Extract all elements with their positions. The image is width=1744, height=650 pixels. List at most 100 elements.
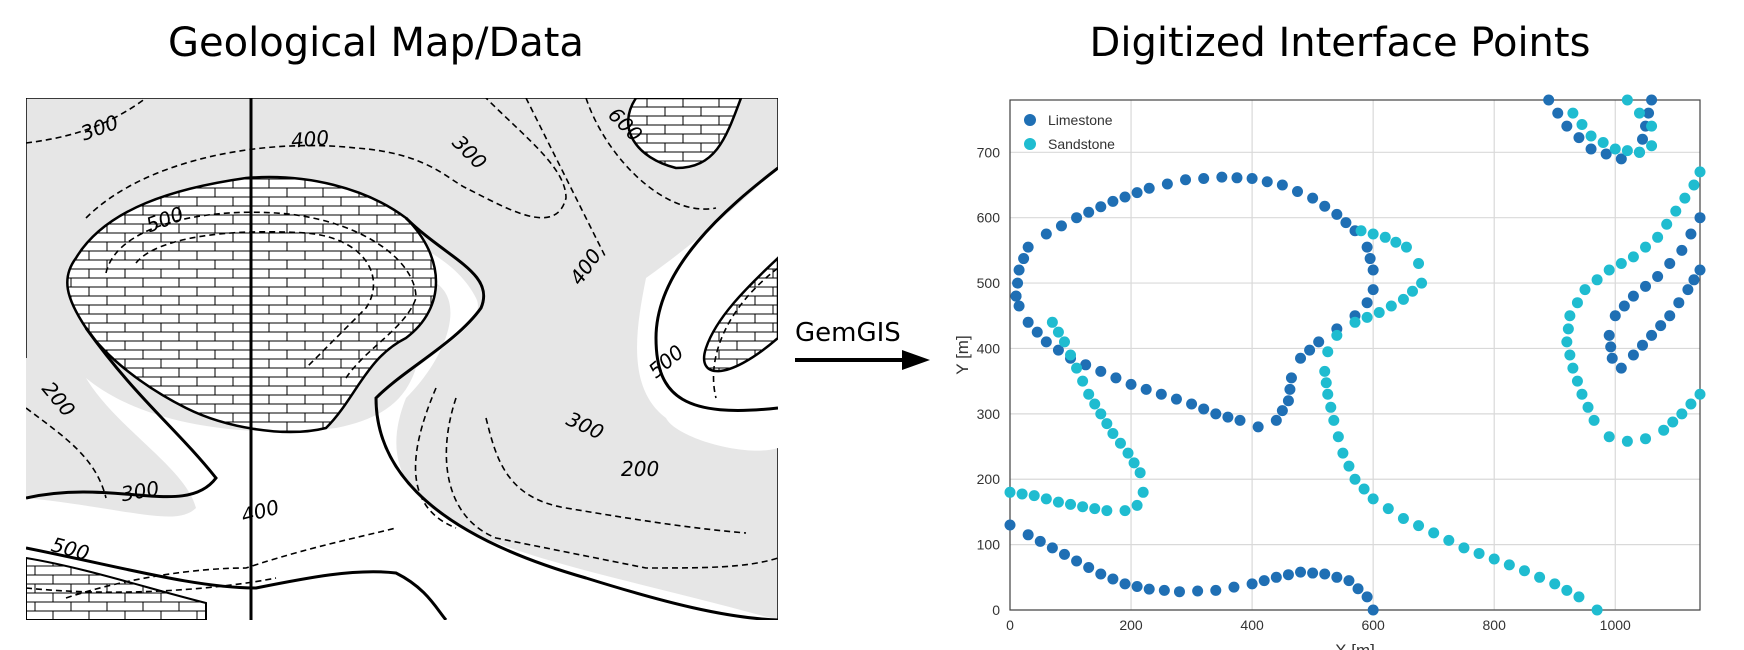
data-point-limestone bbox=[1125, 378, 1137, 390]
data-point-sandstone bbox=[1373, 307, 1385, 318]
topo-contour bbox=[26, 407, 107, 499]
data-point-sandstone bbox=[1319, 365, 1331, 377]
data-point-sandstone bbox=[1685, 398, 1697, 410]
data-point-sandstone bbox=[1579, 284, 1591, 296]
data-point-sandstone bbox=[1627, 251, 1639, 263]
data-point-limestone bbox=[1646, 329, 1658, 341]
y-tick-label: 400 bbox=[977, 340, 1001, 356]
data-point-limestone bbox=[1688, 274, 1700, 286]
data-point-limestone bbox=[1361, 591, 1373, 603]
topo-contour bbox=[585, 98, 717, 210]
data-point-limestone bbox=[1585, 143, 1597, 155]
data-point-limestone bbox=[1004, 519, 1016, 531]
data-point-limestone bbox=[1270, 571, 1282, 583]
data-point-sandstone bbox=[1413, 520, 1425, 532]
data-point-sandstone bbox=[1658, 424, 1670, 436]
data-point-limestone bbox=[1637, 339, 1648, 351]
data-point-sandstone bbox=[1071, 362, 1083, 374]
data-point-limestone bbox=[1012, 277, 1024, 289]
data-point-limestone bbox=[1083, 206, 1095, 218]
data-point-limestone bbox=[1685, 228, 1697, 240]
data-point-sandstone bbox=[1591, 604, 1603, 616]
data-point-sandstone bbox=[1694, 166, 1706, 178]
data-point-limestone bbox=[1340, 217, 1352, 229]
data-point-sandstone bbox=[1046, 316, 1058, 328]
data-point-limestone bbox=[1210, 584, 1222, 596]
data-point-sandstone bbox=[1518, 565, 1530, 577]
data-point-sandstone bbox=[1585, 130, 1597, 142]
plot-frame bbox=[1009, 99, 1701, 611]
data-point-sandstone bbox=[1694, 388, 1706, 400]
data-point-sandstone bbox=[1119, 505, 1131, 517]
data-point-limestone bbox=[1228, 581, 1240, 593]
data-point-limestone bbox=[1246, 578, 1258, 590]
data-point-limestone bbox=[1573, 132, 1585, 144]
legend-marker-limestone bbox=[1024, 114, 1036, 126]
data-point-limestone bbox=[1609, 310, 1621, 322]
data-point-sandstone bbox=[1367, 228, 1379, 240]
data-point-sandstone bbox=[1361, 311, 1373, 323]
data-point-sandstone bbox=[1077, 501, 1089, 513]
arrow-label: GemGIS bbox=[795, 318, 901, 348]
y-tick-label: 300 bbox=[977, 406, 1001, 422]
data-point-limestone bbox=[1013, 264, 1025, 276]
data-point-limestone bbox=[1295, 352, 1307, 364]
x-tick-label: 400 bbox=[1240, 617, 1264, 633]
legend-label-limestone: Limestone bbox=[1048, 112, 1113, 128]
data-point-sandstone bbox=[1443, 534, 1455, 546]
data-point-limestone bbox=[1173, 586, 1185, 598]
data-point-sandstone bbox=[1640, 433, 1652, 445]
data-point-limestone bbox=[1071, 212, 1083, 224]
valley-floor bbox=[26, 218, 778, 620]
data-point-sandstone bbox=[1016, 488, 1028, 500]
contour-label: 400 bbox=[290, 125, 330, 152]
data-point-limestone bbox=[1664, 257, 1676, 269]
data-point-sandstone bbox=[1385, 300, 1397, 312]
data-point-limestone bbox=[1258, 575, 1270, 587]
data-point-limestone bbox=[1022, 316, 1034, 328]
data-point-sandstone bbox=[1576, 388, 1588, 400]
data-point-limestone bbox=[1083, 562, 1095, 573]
data-point-sandstone bbox=[1564, 310, 1576, 322]
data-point-limestone bbox=[1246, 172, 1258, 184]
data-point-limestone bbox=[1261, 176, 1273, 188]
data-point-sandstone bbox=[1077, 375, 1089, 387]
data-point-sandstone bbox=[1561, 584, 1573, 596]
data-point-sandstone bbox=[1089, 398, 1101, 410]
data-point-sandstone bbox=[1349, 316, 1361, 328]
data-point-sandstone bbox=[1670, 205, 1682, 217]
data-point-sandstone bbox=[1089, 503, 1101, 515]
data-point-limestone bbox=[1034, 535, 1046, 547]
data-point-limestone bbox=[1022, 241, 1034, 253]
data-point-sandstone bbox=[1603, 264, 1615, 276]
data-point-sandstone bbox=[1322, 388, 1334, 400]
data-point-sandstone bbox=[1325, 401, 1337, 413]
contact-line bbox=[374, 216, 778, 620]
data-point-sandstone bbox=[1407, 285, 1418, 297]
data-point-sandstone bbox=[1101, 505, 1113, 517]
data-point-sandstone bbox=[1065, 349, 1077, 361]
limestone-outcrop-ne bbox=[626, 98, 743, 170]
topo-contour bbox=[445, 397, 778, 569]
data-point-sandstone bbox=[1646, 140, 1658, 152]
scatter-chart: 0 200 400 600 800 1000 0 100 200 300 400 500 600 700 X… bbox=[953, 94, 1706, 650]
topo-contour bbox=[525, 98, 607, 259]
data-point-limestone bbox=[1307, 567, 1319, 579]
data-point-limestone bbox=[1046, 542, 1058, 554]
data-point-sandstone bbox=[1052, 326, 1064, 338]
data-point-limestone bbox=[1600, 148, 1612, 160]
data-point-limestone bbox=[1682, 284, 1694, 296]
data-point-sandstone bbox=[1400, 241, 1412, 253]
x-tick-label: 0 bbox=[1006, 617, 1014, 633]
data-point-limestone bbox=[1155, 388, 1167, 400]
data-point-sandstone bbox=[1397, 293, 1409, 305]
data-point-limestone bbox=[1198, 172, 1210, 184]
data-point-sandstone bbox=[1564, 349, 1576, 361]
chart-title: Digitized Interface Points bbox=[1089, 20, 1591, 66]
data-point-limestone bbox=[1605, 341, 1617, 353]
data-point-sandstone bbox=[1603, 431, 1615, 443]
data-point-sandstone bbox=[1621, 435, 1633, 447]
data-point-sandstone bbox=[1488, 553, 1500, 565]
x-tick-label: 600 bbox=[1361, 617, 1385, 633]
data-point-limestone bbox=[1161, 178, 1173, 190]
